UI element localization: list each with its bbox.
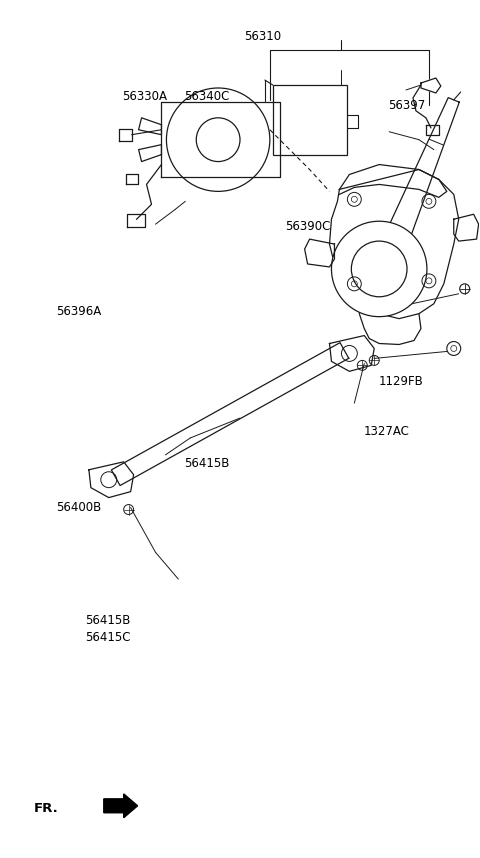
Text: FR.: FR.: [34, 802, 59, 815]
Polygon shape: [119, 129, 132, 141]
Text: 56396A: 56396A: [56, 305, 101, 318]
Polygon shape: [329, 335, 374, 372]
Circle shape: [167, 88, 270, 191]
Text: 56415B: 56415B: [85, 614, 130, 627]
Polygon shape: [111, 342, 349, 486]
Polygon shape: [104, 794, 138, 818]
Polygon shape: [305, 239, 335, 267]
Polygon shape: [139, 118, 161, 135]
Polygon shape: [329, 170, 459, 318]
Text: 56310: 56310: [244, 30, 281, 44]
Text: 56340C: 56340C: [184, 90, 229, 103]
Text: 1129FB: 1129FB: [378, 375, 423, 388]
Circle shape: [332, 221, 427, 317]
Polygon shape: [426, 124, 439, 135]
Polygon shape: [161, 102, 280, 178]
Polygon shape: [454, 214, 479, 241]
Text: 56415B: 56415B: [184, 457, 229, 470]
Polygon shape: [360, 314, 421, 345]
Polygon shape: [372, 98, 459, 275]
Text: 56330A: 56330A: [122, 90, 167, 103]
Text: 56397: 56397: [388, 99, 425, 112]
FancyBboxPatch shape: [273, 85, 348, 154]
Polygon shape: [139, 145, 161, 161]
Polygon shape: [421, 78, 441, 93]
Text: 1327AC: 1327AC: [364, 425, 410, 438]
Polygon shape: [127, 214, 144, 227]
Polygon shape: [126, 174, 138, 184]
Text: 56400B: 56400B: [56, 501, 101, 514]
Polygon shape: [89, 462, 133, 498]
Text: 56390C: 56390C: [285, 220, 331, 233]
Polygon shape: [339, 165, 447, 197]
FancyBboxPatch shape: [167, 110, 270, 170]
Text: 56415C: 56415C: [85, 631, 131, 644]
